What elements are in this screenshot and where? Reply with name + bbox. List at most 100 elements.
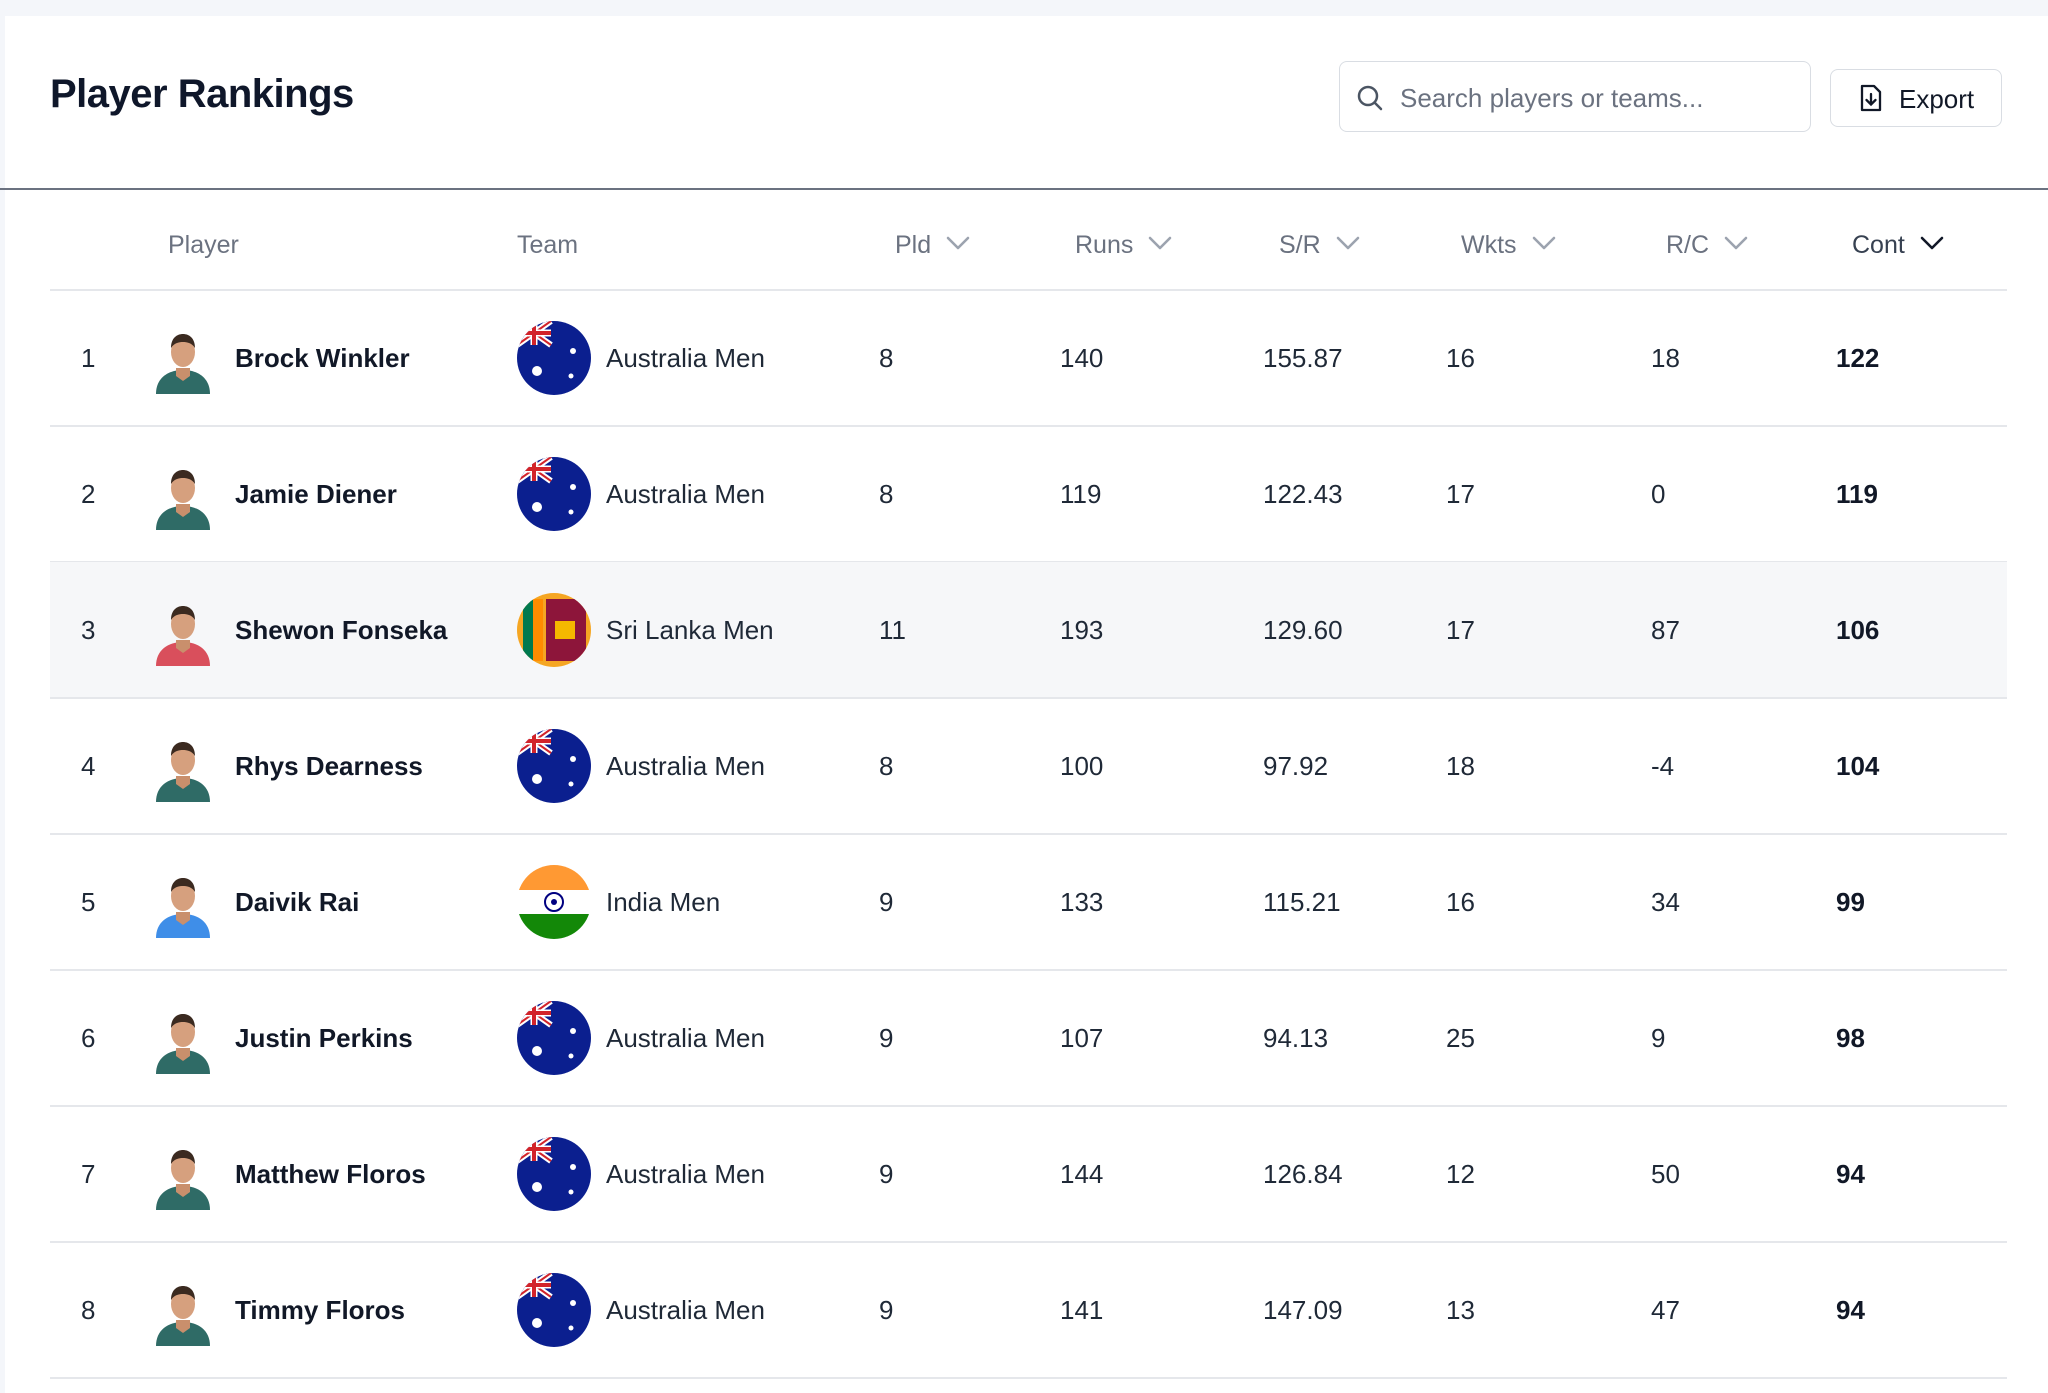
- table-cell: 18: [1446, 751, 1475, 781]
- avatar-image: [156, 470, 210, 530]
- avatar-image: [156, 1014, 210, 1074]
- table-cell: 87: [1651, 615, 1680, 645]
- table-cell: 119: [1836, 479, 1878, 509]
- table-cell: 8: [81, 1295, 96, 1325]
- sort-icon: [1336, 236, 1359, 250]
- header-line: [50, 289, 2007, 291]
- avatar-image: [156, 1286, 210, 1346]
- sort-button[interactable]: [1919, 235, 1945, 256]
- team-flag: [517, 1001, 591, 1080]
- team-name: Sri Lanka Men: [606, 615, 774, 645]
- player-avatar: [148, 596, 218, 671]
- sort-button[interactable]: [1335, 235, 1361, 256]
- table-cell: 4: [81, 751, 96, 781]
- header-divider: [0, 188, 2048, 190]
- table-cell: 107: [1060, 1023, 1104, 1053]
- table-cell: 129.60: [1263, 615, 1343, 645]
- player-name: Timmy Floros: [235, 1295, 406, 1325]
- team-flag: [517, 321, 591, 400]
- export-button[interactable]: Export: [1830, 69, 2002, 127]
- player-avatar: [148, 868, 218, 943]
- flag-image: [517, 1273, 591, 1347]
- column-header: Team: [517, 231, 579, 259]
- sort-icon: [1149, 236, 1172, 250]
- flag-image: [517, 457, 591, 531]
- flag-image: [517, 1137, 591, 1211]
- table-cell: 5: [81, 887, 96, 917]
- table-cell: 8: [879, 479, 894, 509]
- table-cell: 47: [1651, 1295, 1680, 1325]
- team-flag: [517, 457, 591, 536]
- column-header: Pld: [895, 231, 932, 259]
- table-cell: 144: [1060, 1159, 1104, 1189]
- table-cell: 34: [1651, 887, 1680, 917]
- player-name: Shewon Fonseka: [235, 615, 448, 645]
- flag-image: [517, 593, 591, 667]
- table-cell: 16: [1446, 343, 1475, 373]
- table-cell: 126.84: [1263, 1159, 1343, 1189]
- table-cell: 9: [879, 1023, 894, 1053]
- team-name: Australia Men: [606, 1295, 765, 1325]
- table-cell: 12: [1446, 1159, 1475, 1189]
- sort-button[interactable]: [1147, 235, 1173, 256]
- avatar-image: [156, 878, 210, 938]
- player-name: Matthew Floros: [235, 1159, 426, 1189]
- team-flag: [517, 1137, 591, 1216]
- table-cell: 25: [1446, 1023, 1475, 1053]
- table-cell: 122.43: [1263, 479, 1343, 509]
- table-cell: 6: [81, 1023, 96, 1053]
- team-flag: [517, 1273, 591, 1352]
- table-cell: 9: [879, 887, 894, 917]
- export-label: Export: [1899, 84, 1975, 114]
- sort-button[interactable]: [945, 235, 971, 256]
- table-cell: 104: [1836, 751, 1880, 781]
- row-line: [50, 833, 2007, 835]
- table-cell: 94.13: [1263, 1023, 1329, 1053]
- team-name: Australia Men: [606, 1023, 765, 1053]
- export-icon: [1860, 84, 1882, 112]
- column-header: S/R: [1279, 231, 1321, 259]
- row-line: [50, 969, 2007, 971]
- sort-button[interactable]: [1531, 235, 1557, 256]
- team-name: Australia Men: [606, 343, 765, 373]
- table-cell: 50: [1651, 1159, 1680, 1189]
- left-edge: [0, 16, 5, 1393]
- team-name: Australia Men: [606, 479, 765, 509]
- row-line: [50, 697, 2007, 699]
- player-avatar: [148, 324, 218, 399]
- player-avatar: [148, 1004, 218, 1079]
- table-cell: 106: [1836, 615, 1880, 645]
- table-cell: 9: [879, 1295, 894, 1325]
- sort-button[interactable]: [1723, 235, 1749, 256]
- player-avatar: [148, 1276, 218, 1351]
- table-cell: 17: [1446, 479, 1475, 509]
- player-name: Justin Perkins: [235, 1023, 413, 1053]
- row-line: [50, 561, 2007, 563]
- avatar-image: [156, 1150, 210, 1210]
- row-line: [50, 1105, 2007, 1107]
- avatar-image: [156, 606, 210, 666]
- column-header: Runs: [1075, 231, 1134, 259]
- table-cell: 1: [81, 343, 96, 373]
- table-cell: 13: [1446, 1295, 1475, 1325]
- table-cell: 3: [81, 615, 96, 645]
- player-name: Daivik Rai: [235, 887, 360, 917]
- table-cell: 2: [81, 479, 96, 509]
- table-cell: 97.92: [1263, 751, 1329, 781]
- player-avatar: [148, 1140, 218, 1215]
- column-header: Cont: [1852, 231, 1905, 259]
- player-name: Rhys Dearness: [235, 751, 423, 781]
- flag-image: [517, 1001, 591, 1075]
- flag-image: [517, 865, 591, 939]
- table-cell: 133: [1060, 887, 1104, 917]
- search-box[interactable]: Search players or teams...: [1339, 61, 1811, 132]
- table-cell: 94: [1836, 1295, 1865, 1325]
- table-cell: 98: [1836, 1023, 1865, 1053]
- top-strip: [0, 0, 2048, 16]
- table-cell: 100: [1060, 751, 1104, 781]
- column-header: Player: [168, 231, 239, 259]
- table-cell: 0: [1651, 479, 1666, 509]
- team-flag: [517, 865, 591, 944]
- team-name: Australia Men: [606, 1159, 765, 1189]
